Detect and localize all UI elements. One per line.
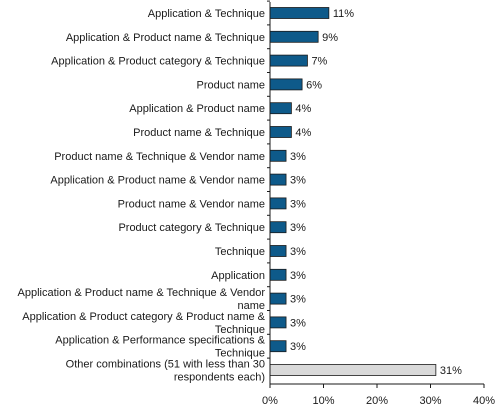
x-tick-label: 0% xyxy=(262,395,278,407)
category-label: Product name & Technique xyxy=(133,127,265,139)
bar-other xyxy=(269,364,437,376)
bar xyxy=(269,221,287,234)
bar xyxy=(269,245,287,257)
category-label: Application xyxy=(211,270,265,282)
bar xyxy=(269,7,330,19)
data-label: 3% xyxy=(290,294,306,306)
data-label: 3% xyxy=(290,222,306,234)
bar xyxy=(269,126,292,138)
category-label: Product category & Technique xyxy=(118,222,265,234)
x-tick-label: 40% xyxy=(473,395,495,407)
x-tick-label: 20% xyxy=(366,395,388,407)
category-label: Technique xyxy=(215,246,265,258)
category-label: Application & Performance specifications… xyxy=(55,335,265,360)
bar xyxy=(269,268,287,281)
bar xyxy=(269,292,287,305)
data-label: 4% xyxy=(295,103,311,115)
x-tick-label: 10% xyxy=(312,395,334,407)
data-label: 11% xyxy=(333,8,354,20)
category-label: Application & Technique xyxy=(148,8,265,20)
data-label: 31% xyxy=(440,365,462,377)
bars xyxy=(269,7,437,376)
category-label: Application & Product name xyxy=(129,103,265,115)
category-label: Application & Product category & Techniq… xyxy=(51,56,265,68)
data-labels: 11% 9% 7% 6% 4% 4% 3% 3% 3% 3% 3% 3% 3% 3% 3% 31% xyxy=(290,8,462,377)
data-label: 7% xyxy=(311,56,327,68)
category-label: Product name & Technique & Vendor name xyxy=(54,151,265,163)
category-label: Application & Product name & Vendor name xyxy=(50,175,265,187)
category-labels: Application & Technique Application & Pro… xyxy=(18,8,266,384)
data-label: 3% xyxy=(290,151,306,163)
data-label: 9% xyxy=(322,32,338,44)
category-label: Application & Product name & Technique &… xyxy=(18,287,266,312)
x-tick-label: 30% xyxy=(419,395,441,407)
bar xyxy=(269,197,287,210)
data-label: 3% xyxy=(290,270,306,282)
category-label: Application & Product category & Product… xyxy=(22,311,265,336)
bar xyxy=(269,173,287,186)
category-label: Product name xyxy=(197,79,265,91)
data-label: 3% xyxy=(290,246,306,258)
x-axis: 0% 10% 20% 30% 40% xyxy=(262,0,495,407)
bar xyxy=(269,54,308,67)
data-label: 3% xyxy=(290,341,306,353)
bar xyxy=(269,149,287,162)
category-label: Other combinations (51 with less than 30… xyxy=(66,359,265,384)
data-label: 3% xyxy=(290,198,306,210)
bar xyxy=(269,340,287,353)
data-label: 3% xyxy=(290,317,306,329)
category-label: Application & Product name & Technique xyxy=(66,32,265,44)
category-label: Product name & Vendor name xyxy=(118,198,265,210)
bar xyxy=(269,78,303,91)
data-label: 4% xyxy=(295,127,311,139)
bar xyxy=(269,316,287,329)
data-label: 6% xyxy=(306,79,322,91)
bar xyxy=(269,102,292,115)
data-label: 3% xyxy=(290,175,306,187)
bar xyxy=(269,30,319,43)
